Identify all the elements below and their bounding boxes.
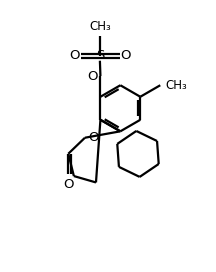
Text: O: O bbox=[88, 131, 99, 144]
Text: CH₃: CH₃ bbox=[166, 79, 187, 92]
Text: O: O bbox=[88, 70, 98, 82]
Text: O: O bbox=[63, 178, 74, 191]
Text: S: S bbox=[96, 49, 105, 62]
Text: CH₃: CH₃ bbox=[90, 20, 111, 33]
Text: O: O bbox=[121, 49, 131, 62]
Text: O: O bbox=[70, 49, 80, 62]
